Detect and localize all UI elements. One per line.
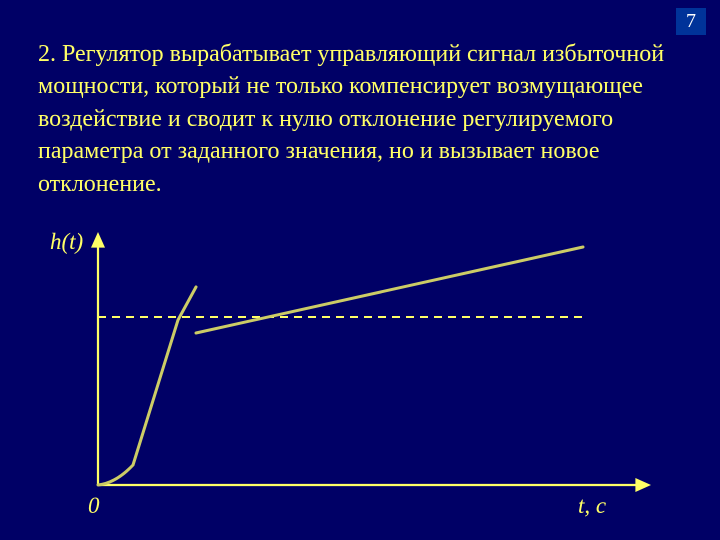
x-axis-label: t, с xyxy=(578,493,606,519)
body-paragraph: 2. Регулятор вырабатывает управляющий си… xyxy=(38,38,682,200)
chart-svg xyxy=(38,225,678,525)
y-axis-label: h(t) xyxy=(50,229,83,255)
origin-label: 0 xyxy=(88,493,100,519)
page-number: 7 xyxy=(676,8,706,35)
chart-container: h(t) 0 t, с xyxy=(38,225,678,525)
